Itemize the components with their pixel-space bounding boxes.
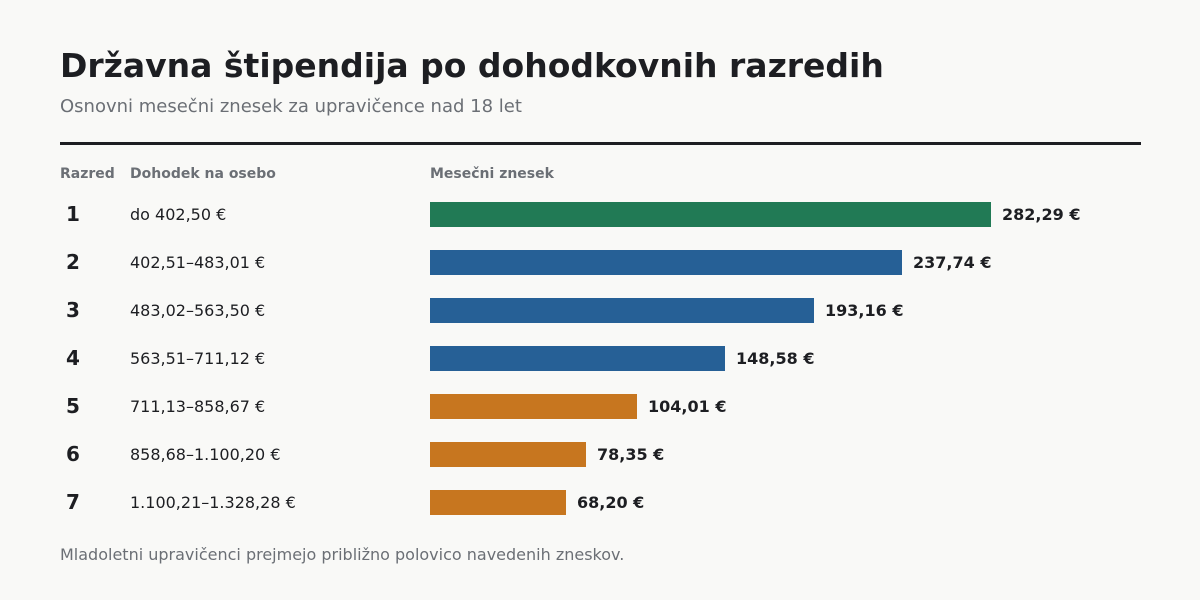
bar-value-label: 148,58 € — [736, 349, 815, 368]
column-header-rank: Razred — [60, 166, 115, 182]
rank-label: 3 — [66, 298, 80, 322]
header-divider — [60, 142, 1141, 145]
chart-subtitle: Osnovni mesečni znesek za upravičence na… — [60, 96, 522, 117]
column-header-income: Dohodek na osebo — [130, 166, 276, 182]
bar-value-label: 282,29 € — [1002, 205, 1081, 224]
table-row: 4 563,51–711,12 € 148,58 € — [0, 346, 1200, 371]
rank-label: 2 — [66, 250, 80, 274]
table-row: 1 do 402,50 € 282,29 € — [0, 202, 1200, 227]
table-row: 3 483,02–563,50 € 193,16 € — [0, 298, 1200, 323]
rank-label: 5 — [66, 394, 80, 418]
bar — [430, 250, 902, 275]
bar — [430, 202, 991, 227]
income-range-label: 563,51–711,12 € — [130, 349, 266, 368]
table-row: 2 402,51–483,01 € 237,74 € — [0, 250, 1200, 275]
bar — [430, 346, 725, 371]
table-row: 7 1.100,21–1.328,28 € 68,20 € — [0, 490, 1200, 515]
bar — [430, 298, 814, 323]
rank-label: 7 — [66, 490, 80, 514]
bar-value-label: 237,74 € — [913, 253, 992, 272]
rank-label: 1 — [66, 202, 80, 226]
bar — [430, 442, 586, 467]
bar-value-label: 104,01 € — [648, 397, 727, 416]
income-range-label: 858,68–1.100,20 € — [130, 445, 281, 464]
bar — [430, 394, 637, 419]
bar-value-label: 193,16 € — [825, 301, 904, 320]
footnote: Mladoletni upravičenci prejmejo približn… — [60, 545, 625, 564]
income-range-label: 483,02–563,50 € — [130, 301, 266, 320]
chart-title: Državna štipendija po dohodkovnih razred… — [60, 46, 884, 85]
bar-value-label: 68,20 € — [577, 493, 645, 512]
income-range-label: 1.100,21–1.328,28 € — [130, 493, 296, 512]
income-range-label: 711,13–858,67 € — [130, 397, 266, 416]
rank-label: 4 — [66, 346, 80, 370]
table-row: 6 858,68–1.100,20 € 78,35 € — [0, 442, 1200, 467]
bar-value-label: 78,35 € — [597, 445, 665, 464]
bar — [430, 490, 566, 515]
income-range-label: 402,51–483,01 € — [130, 253, 266, 272]
rank-label: 6 — [66, 442, 80, 466]
table-row: 5 711,13–858,67 € 104,01 € — [0, 394, 1200, 419]
income-range-label: do 402,50 € — [130, 205, 227, 224]
column-header-amount: Mesečni znesek — [430, 166, 554, 182]
